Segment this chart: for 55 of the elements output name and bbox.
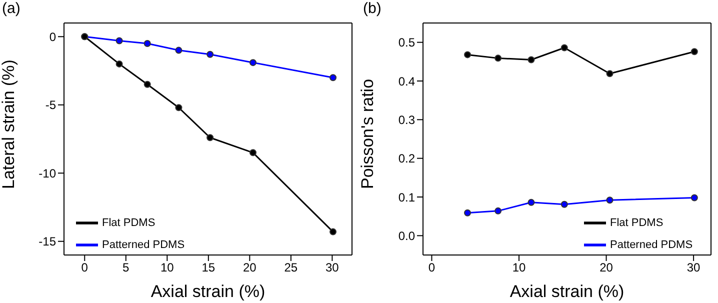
point bbox=[175, 104, 182, 112]
y-tick-label: 0.0 bbox=[398, 228, 416, 243]
x-tick-label: 20 bbox=[242, 260, 257, 275]
chart-title: (a) bbox=[2, 0, 20, 17]
point bbox=[464, 51, 472, 58]
y-tick-label: 0.5 bbox=[398, 36, 416, 50]
point bbox=[528, 198, 535, 206]
y-tick-label: -15 bbox=[38, 234, 56, 249]
point bbox=[249, 59, 256, 66]
point bbox=[494, 54, 502, 62]
point bbox=[116, 60, 123, 68]
x-tick-label: 0 bbox=[81, 260, 88, 275]
x-tick-label: 10 bbox=[512, 260, 526, 275]
point bbox=[464, 209, 472, 216]
point bbox=[249, 149, 256, 156]
point bbox=[560, 200, 568, 208]
point bbox=[330, 74, 337, 82]
legend-label: Flat PDMS bbox=[610, 216, 664, 229]
x-tick-label: 30 bbox=[686, 260, 701, 275]
x-tick-label: 10 bbox=[160, 260, 174, 275]
point bbox=[690, 48, 698, 56]
legend-label: Flat PDMS bbox=[102, 216, 156, 229]
point bbox=[206, 134, 214, 142]
y-tick-label: -10 bbox=[38, 166, 56, 180]
point bbox=[175, 46, 182, 54]
x-tick-label: 30 bbox=[326, 260, 340, 275]
x-tick-label: 20 bbox=[600, 260, 614, 275]
x-tick-label: 5 bbox=[122, 260, 130, 275]
y-tick-label: 0.1 bbox=[398, 190, 416, 204]
x-tick-label: 0 bbox=[428, 260, 436, 275]
y-axis-title: Poisson's ratio bbox=[358, 78, 378, 189]
y-axis-title: Lateral strain (%) bbox=[0, 60, 18, 189]
y-tick-label: 0.2 bbox=[398, 152, 416, 166]
point bbox=[690, 194, 698, 202]
point bbox=[330, 228, 337, 236]
chart-title: (b) bbox=[363, 0, 382, 17]
point bbox=[528, 56, 535, 64]
y-tick-label: 0 bbox=[49, 30, 56, 44]
y-tick-label: 0.3 bbox=[398, 112, 416, 127]
point bbox=[606, 196, 614, 204]
x-axis-title: Axial strain (%) bbox=[510, 282, 624, 301]
legend-label: Patterned PDMS bbox=[102, 238, 185, 251]
point bbox=[116, 37, 123, 44]
x-tick-label: 25 bbox=[284, 260, 298, 275]
point bbox=[494, 207, 502, 214]
point bbox=[606, 70, 614, 78]
legend-label: Patterned PDMS bbox=[610, 238, 693, 251]
x-axis-title: Axial strain (%) bbox=[150, 282, 266, 301]
x-tick-label: 15 bbox=[202, 260, 216, 275]
point bbox=[560, 44, 568, 52]
point bbox=[144, 80, 151, 88]
point bbox=[206, 50, 214, 58]
y-tick-label: -5 bbox=[45, 98, 56, 112]
y-tick-label: 0.4 bbox=[398, 74, 416, 88]
point bbox=[144, 40, 151, 47]
